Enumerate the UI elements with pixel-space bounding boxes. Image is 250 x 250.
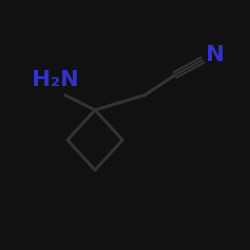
Text: N: N bbox=[206, 45, 224, 65]
Text: H₂N: H₂N bbox=[32, 70, 79, 90]
